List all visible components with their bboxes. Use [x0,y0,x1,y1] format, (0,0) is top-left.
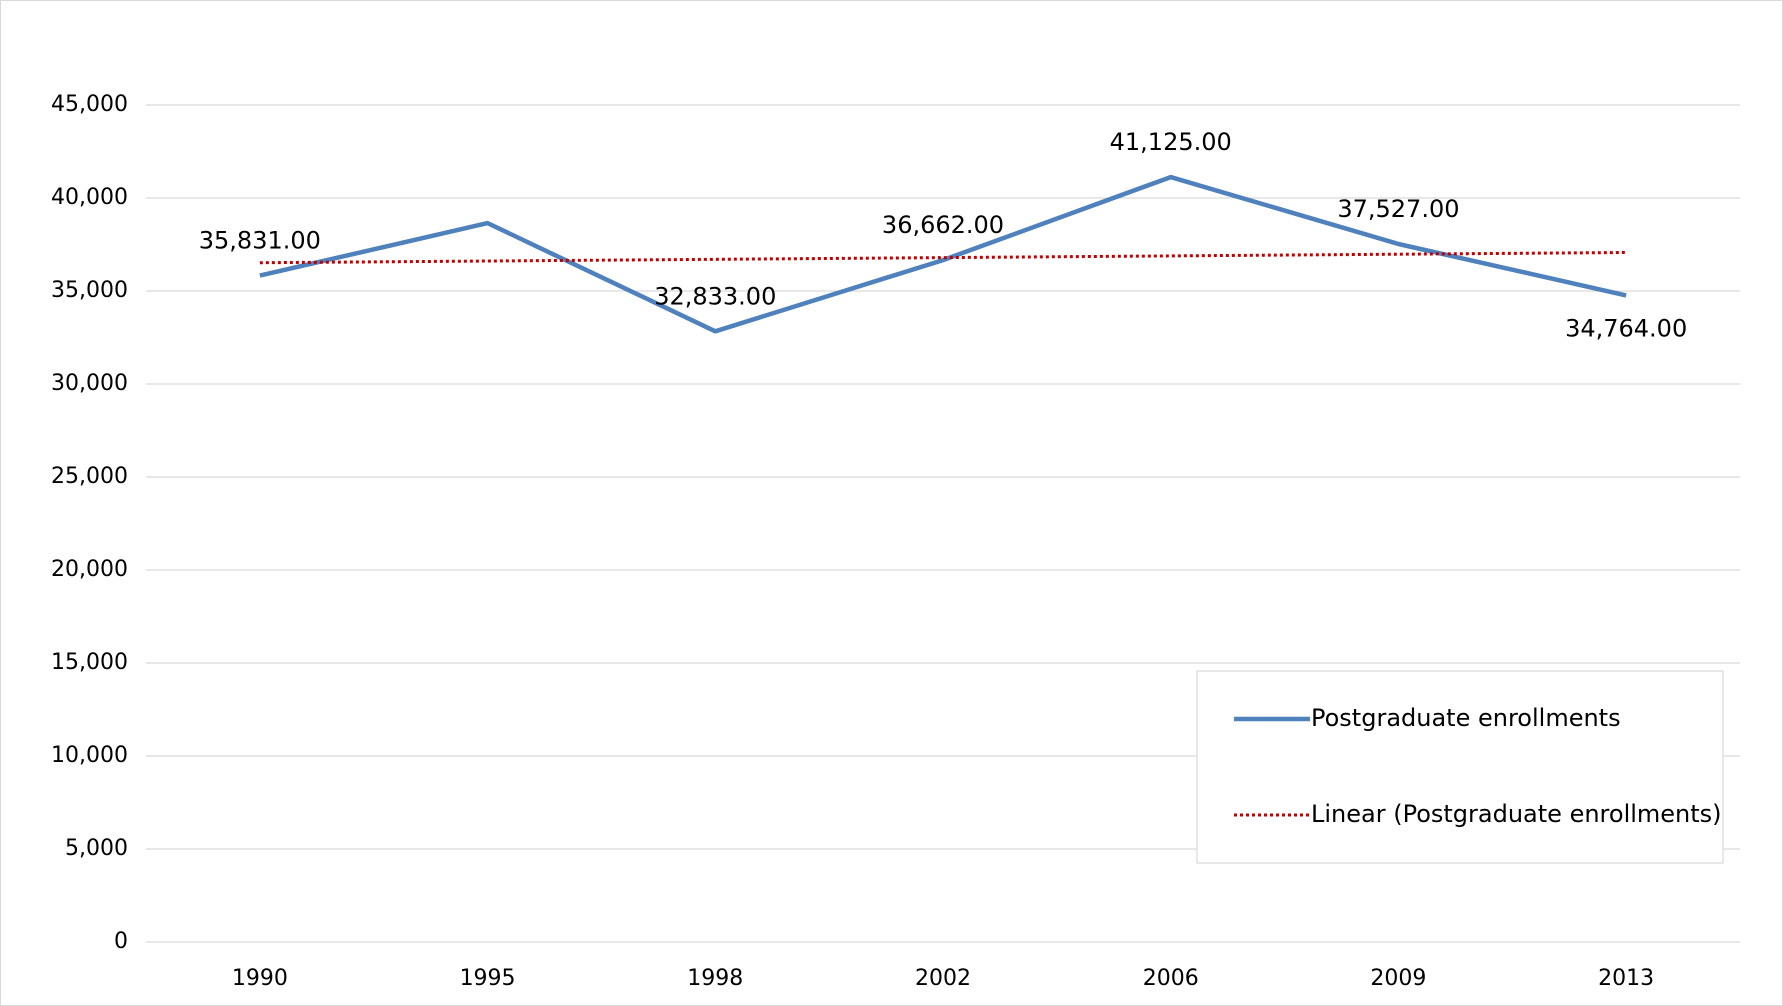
data-label: 41,125.00 [1110,128,1232,156]
y-tick-label: 35,000 [51,278,128,303]
y-tick-label: 15,000 [51,650,128,675]
x-tick-label: 1998 [687,966,743,991]
legend-box [1196,670,1724,864]
y-tick-label: 45,000 [51,92,128,117]
x-tick-label: 1990 [232,966,288,991]
y-tick-label: 5,000 [65,836,128,861]
x-tick-label: 2013 [1598,966,1654,991]
y-tick-label: 40,000 [51,185,128,210]
y-tick-label: 20,000 [51,557,128,582]
y-tick-label: 30,000 [51,371,128,396]
x-tick-label: 2002 [915,966,971,991]
series-line [259,174,1627,334]
data-label: 34,764.00 [1565,314,1687,342]
x-tick-label: 2009 [1370,966,1426,991]
y-tick-label: 25,000 [51,464,128,489]
y-tick-label: 0 [114,929,128,954]
legend-label: Linear (Postgraduate enrollments) [1311,800,1722,828]
data-label: 32,833.00 [654,282,776,310]
data-label: 35,831.00 [199,227,321,255]
data-label: 36,662.00 [882,211,1004,239]
x-tick-label: 2006 [1143,966,1199,991]
x-tick-label: 1995 [460,966,516,991]
y-tick-label: 10,000 [51,743,128,768]
legend-label: Postgraduate enrollments [1311,704,1621,732]
data-label: 37,527.00 [1337,195,1459,223]
